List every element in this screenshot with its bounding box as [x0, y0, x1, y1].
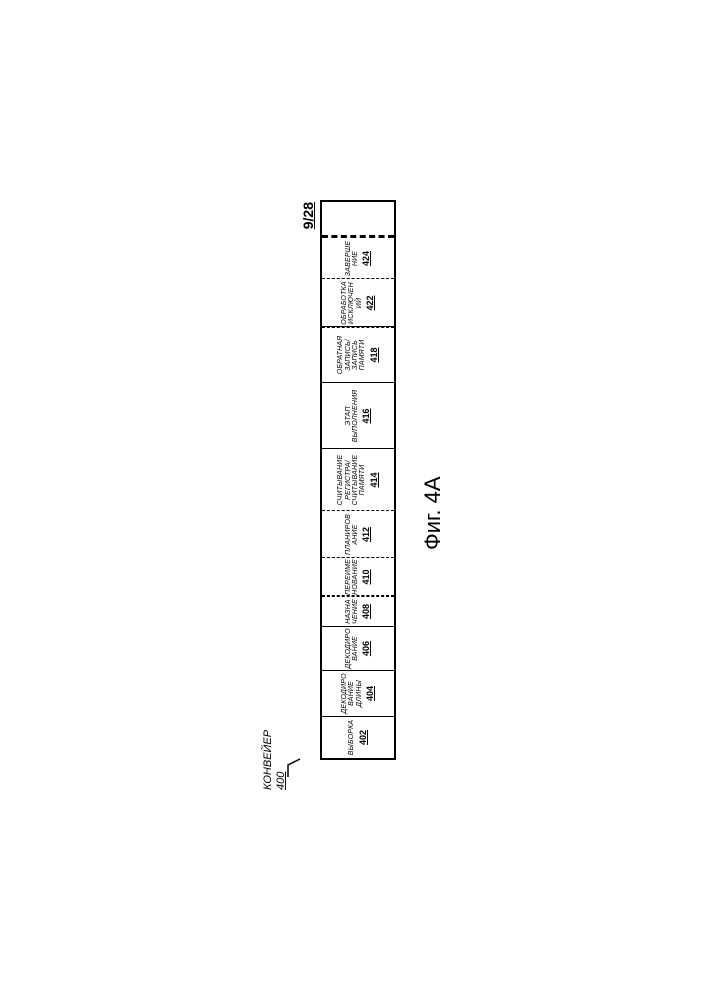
stage-label: ПЕРЕИМЕНОВАНИЕ	[345, 559, 360, 595]
stage-label: НАЗНАЧЕНИЕ	[345, 598, 360, 626]
stage-ref: 418	[369, 347, 379, 362]
stage-ref: 414	[369, 472, 379, 487]
stage-label: СЧИТЫВАНИЕ РЕГИСТРА/ СЧИТЫВАНИЕ ПАМЯТИ	[337, 451, 366, 510]
stage-label: ПЛАНИРОВАНИЕ	[345, 513, 360, 557]
stage-ref: 416	[361, 408, 371, 423]
stage-422: ОБРАБОТКА ИСКЛЮЧЕНИЙ422	[322, 278, 394, 328]
stage-412: ПЛАНИРОВАНИЕ412	[322, 511, 394, 559]
stage-label: ДЕКОДИРОВАНИЕ ДЛИНЫ	[341, 672, 363, 715]
stage-label: ОБРАБОТКА ИСКЛЮЧЕНИЙ	[341, 280, 363, 326]
stage-414: СЧИТЫВАНИЕ РЕГИСТРА/ СЧИТЫВАНИЕ ПАМЯТИ41…	[322, 449, 394, 511]
stage-408: НАЗНАЧЕНИЕ408	[322, 596, 394, 628]
stage-label: ВЫБОРКА	[348, 720, 355, 756]
page-number: 9/28	[300, 200, 316, 760]
stage-label: ДЕКОДИРОВАНИЕ	[345, 628, 360, 669]
stage-402: ВЫБОРКА402	[322, 716, 394, 758]
stage-ref: 412	[361, 527, 371, 542]
pipeline-diagram: ВЫБОРКА402ДЕКОДИРОВАНИЕ ДЛИНЫ404ДЕКОДИРО…	[320, 200, 396, 760]
stage-ref: 406	[361, 641, 371, 656]
stage-ref: 422	[365, 295, 375, 310]
stage-ref: 424	[361, 251, 371, 266]
figure-caption: Фиг. 4A	[420, 477, 446, 551]
stage-424: ЗАВЕРШЕНИЕ424	[322, 236, 394, 280]
stage-ref: 402	[358, 730, 368, 745]
stage-label: ЗАВЕРШЕНИЕ	[345, 240, 360, 278]
pipeline-callout: КОНВЕЙЕР 400	[262, 730, 287, 790]
callout-leader	[285, 757, 303, 779]
stage-406: ДЕКОДИРОВАНИЕ406	[322, 626, 394, 670]
stage-label: ОБРАТНАЯ ЗАПИСЬ/ ЗАПИСЬ ПАМЯТИ	[337, 329, 366, 382]
stage-ref: 408	[361, 604, 371, 619]
stage-404: ДЕКОДИРОВАНИЕ ДЛИНЫ404	[322, 670, 394, 716]
stage-418: ОБРАТНАЯ ЗАПИСЬ/ ЗАПИСЬ ПАМЯТИ418	[322, 327, 394, 383]
stage-416: ЭТАП ВЫПОЛНЕНИЯ416	[322, 383, 394, 449]
stage-label: ЭТАП ВЫПОЛНЕНИЯ	[345, 385, 360, 448]
stage-ref: 404	[365, 686, 375, 701]
stage-410: ПЕРЕИМЕНОВАНИЕ410	[322, 557, 394, 597]
callout-label: КОНВЕЙЕР	[262, 730, 274, 790]
stage-ref: 410	[361, 569, 371, 584]
